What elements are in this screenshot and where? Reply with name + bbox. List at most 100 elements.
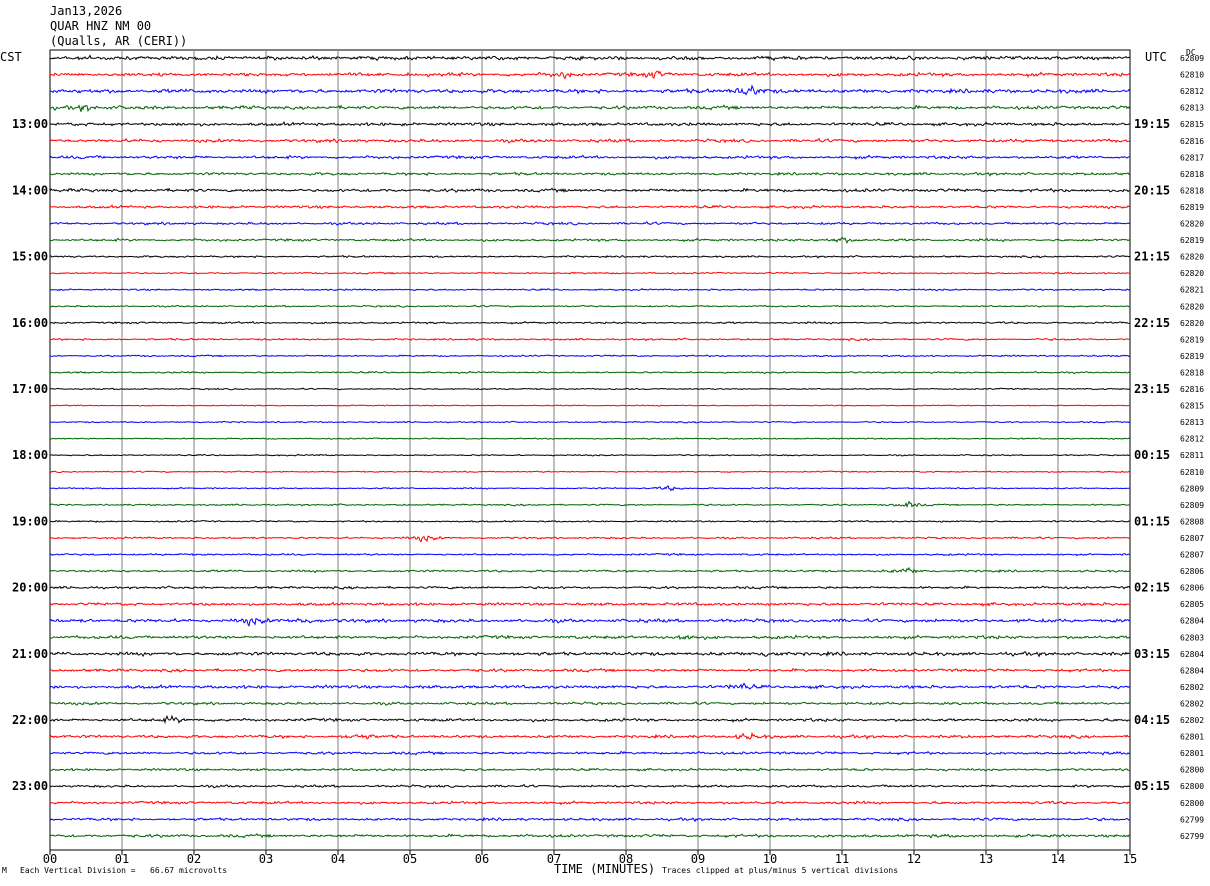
trace-line	[49, 221, 1131, 226]
dc-offset-label: 62809	[1180, 501, 1204, 510]
trace-line	[49, 650, 1131, 658]
trace-line	[49, 519, 1131, 523]
cst-hour-label: 15:00	[12, 250, 48, 264]
trace-line	[49, 767, 1131, 772]
dc-offset-label: 62816	[1180, 137, 1204, 146]
dc-offset-label: 62819	[1180, 236, 1204, 245]
x-tick-label: 07	[547, 852, 561, 866]
dc-offset-label: 62819	[1180, 203, 1204, 212]
dc-offset-label: 62812	[1180, 435, 1204, 444]
dc-offset-label: 62820	[1180, 253, 1204, 262]
dc-offset-label: 62812	[1180, 87, 1204, 96]
dc-offset-label: 62813	[1180, 418, 1204, 427]
trace-line	[49, 750, 1131, 756]
cst-hour-label: 21:00	[12, 647, 48, 661]
trace-line	[49, 485, 1131, 492]
trace-line	[50, 634, 1131, 641]
dc-offset-label: 62815	[1180, 120, 1204, 129]
trace-line	[49, 70, 1131, 80]
trace-line	[50, 667, 1131, 673]
trace-line	[50, 370, 1131, 374]
trace-line	[49, 404, 1131, 407]
trace-line	[49, 500, 1131, 508]
trace-line	[49, 833, 1131, 839]
dc-offset-label: 62810	[1180, 468, 1204, 477]
x-tick-label: 00	[43, 852, 57, 866]
dc-offset-label: 62811	[1180, 451, 1204, 460]
trace-line	[49, 731, 1131, 740]
x-tick-label: 11	[835, 852, 849, 866]
dc-offset-label: 62818	[1180, 186, 1204, 195]
x-tick-label: 06	[475, 852, 489, 866]
dc-offset-label: 62801	[1180, 733, 1204, 742]
utc-hour-label: 03:15	[1134, 647, 1170, 661]
trace-line	[49, 420, 1131, 424]
dc-offset-label: 62806	[1180, 567, 1204, 576]
trace-line	[49, 617, 1131, 627]
utc-hour-label: 02:15	[1134, 581, 1170, 595]
trace-line	[49, 271, 1131, 275]
dc-offset-label: 62821	[1180, 286, 1204, 295]
dc-offset-label: 62816	[1180, 385, 1204, 394]
trace-line	[49, 552, 1131, 557]
cst-hour-label: 17:00	[12, 382, 48, 396]
trace-line	[50, 54, 1131, 62]
dc-offset-label: 62809	[1180, 54, 1204, 63]
dc-offset-label: 62803	[1180, 633, 1204, 642]
trace-line	[49, 800, 1131, 806]
x-tick-label: 01	[115, 852, 129, 866]
trace-line	[50, 601, 1131, 607]
trace-line	[49, 304, 1131, 308]
dc-offset-label: 62804	[1180, 650, 1204, 659]
cst-hour-label: 23:00	[12, 779, 48, 793]
dc-offset-label: 62800	[1180, 799, 1204, 808]
trace-line	[49, 120, 1130, 127]
dc-offset-label: 62804	[1180, 666, 1204, 675]
dc-offset-label: 62819	[1180, 335, 1204, 344]
dc-offset-label: 62802	[1180, 683, 1204, 692]
trace-line	[49, 171, 1131, 177]
dc-offset-label: 62820	[1180, 269, 1204, 278]
utc-hour-label: 01:15	[1134, 514, 1170, 528]
dc-offset-label: 62815	[1180, 402, 1204, 411]
cst-hour-label: 19:00	[12, 514, 48, 528]
trace-line	[49, 387, 1131, 391]
dc-offset-label: 62808	[1180, 517, 1204, 526]
dc-offset-label: 62818	[1180, 170, 1204, 179]
trace-line	[49, 320, 1131, 325]
trace-line	[49, 714, 1131, 725]
utc-hour-label: 00:15	[1134, 448, 1170, 462]
dc-offset-label: 62800	[1180, 766, 1204, 775]
cst-hour-label: 20:00	[12, 581, 48, 595]
dc-offset-label: 62819	[1180, 352, 1204, 361]
trace-line	[49, 535, 1131, 543]
x-tick-label: 13	[979, 852, 993, 866]
utc-hour-label: 19:15	[1134, 117, 1170, 131]
dc-offset-label: 62807	[1180, 551, 1204, 560]
station-label: QUAR HNZ NM 00	[50, 19, 152, 33]
dc-offset-label: 62806	[1180, 584, 1204, 593]
trace-line	[49, 783, 1131, 789]
dc-offset-label: 62820	[1180, 220, 1204, 229]
dc-offset-label: 62804	[1180, 617, 1204, 626]
x-tick-label: 10	[763, 852, 777, 866]
trace-line	[49, 254, 1131, 259]
x-tick-label: 05	[403, 852, 417, 866]
dc-offset-label: 62799	[1180, 832, 1204, 841]
trace-line	[49, 137, 1131, 144]
utc-hour-label: 20:15	[1134, 183, 1170, 197]
x-tick-label: 12	[907, 852, 921, 866]
trace-line	[49, 682, 1131, 690]
scale-note: Each Vertical Division = 66.67 microvolt…	[20, 866, 228, 875]
x-tick-label: 04	[331, 852, 345, 866]
dc-offset-label: 62817	[1180, 153, 1204, 162]
cst-hour-label: 13:00	[12, 117, 48, 131]
trace-line	[49, 187, 1131, 194]
location-label: (Qualls, AR (CERI))	[50, 34, 188, 48]
plot-frame	[49, 49, 1131, 851]
utc-hour-label: 23:15	[1134, 382, 1170, 396]
trace-line	[49, 585, 1131, 590]
dc-offset-label: 62813	[1180, 104, 1204, 113]
x-axis-title: TIME (MINUTES)	[554, 862, 656, 876]
